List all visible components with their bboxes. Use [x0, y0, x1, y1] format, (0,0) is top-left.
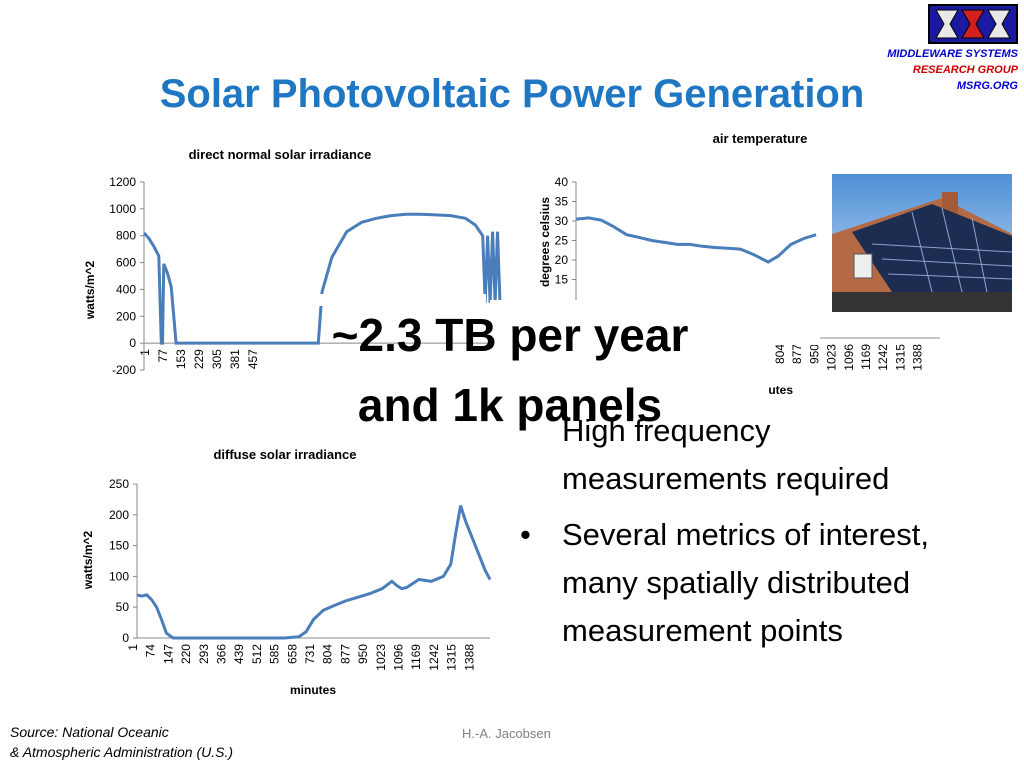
bullet-1-line-1: High frequency [562, 413, 771, 448]
x-tick-label: 950 [807, 344, 821, 364]
y-tick-label: 250 [109, 477, 129, 491]
chart2-title: air temperature [712, 131, 808, 146]
bullet-2: • Several metrics of interest, many spat… [520, 511, 1020, 655]
x-tick-label: 305 [210, 349, 224, 369]
x-tick-label: 585 [268, 644, 282, 664]
x-tick-label: 1315 [893, 344, 907, 371]
direct-irradiance-series-line [143, 212, 502, 345]
x-tick-label: 1388 [911, 344, 925, 371]
y-tick-label: 0 [129, 336, 136, 350]
x-tick-label: 1096 [392, 644, 406, 671]
x-tick-label: 457 [246, 349, 260, 369]
y-tick-label: 100 [109, 569, 129, 583]
y-tick-label: 0 [122, 631, 129, 645]
overlay-headline-line1: ~2.3 TB per year [331, 309, 689, 361]
y-tick-label: 40 [555, 175, 569, 189]
y-tick-label: 400 [116, 282, 136, 296]
x-tick-label: 658 [285, 644, 299, 664]
x-tick-label: 1 [138, 349, 152, 356]
x-tick-label: 512 [250, 644, 264, 664]
x-tick-label: 1169 [409, 644, 423, 670]
y-tick-label: 30 [555, 214, 569, 228]
y-tick-label: 800 [116, 229, 136, 243]
bullet-1: High frequency measurements required [520, 407, 1020, 505]
x-tick-label: 1023 [374, 644, 388, 671]
chart2-ylabel: degrees celsius [538, 197, 552, 287]
y-tick-label: 35 [555, 195, 569, 209]
x-tick-label: 293 [197, 644, 211, 664]
source-line2: & Atmospheric Administration (U.S.) [10, 744, 234, 760]
bullet-2-line-1: Several metrics of interest, [562, 517, 929, 552]
x-tick-label: 1023 [825, 344, 839, 371]
x-tick-label: 950 [356, 644, 370, 664]
y-tick-label: 200 [109, 508, 129, 522]
y-tick-label: 200 [116, 309, 136, 323]
msrg-logo [928, 4, 1018, 44]
x-tick-label: 147 [161, 644, 175, 664]
x-tick-label: 877 [338, 644, 352, 664]
y-tick-label: -200 [112, 363, 136, 377]
x-tick-label: 1388 [462, 644, 476, 671]
x-tick-label: 1242 [427, 644, 441, 671]
x-tick-label: 229 [192, 349, 206, 369]
chart3-xlabel: minutes [290, 683, 336, 697]
x-tick-label: 77 [156, 349, 170, 363]
x-tick-label: 1169 [859, 344, 873, 370]
x-tick-label: 1 [126, 644, 140, 651]
x-tick-label: 381 [228, 349, 242, 369]
y-tick-label: 25 [555, 234, 569, 248]
x-tick-label: 804 [321, 644, 335, 664]
bullet-1-line-2: measurements required [562, 461, 890, 496]
source-line1: Source: National Oceanic [10, 724, 169, 740]
y-tick-label: 50 [116, 600, 130, 614]
bullet-2-line-3: measurement points [562, 613, 843, 648]
x-tick-label: 1315 [445, 644, 459, 671]
x-tick-label: 804 [773, 344, 787, 364]
x-tick-label: 74 [144, 644, 158, 658]
chart1-ylabel: watts/m^2 [83, 260, 97, 320]
bullet-dot: • [520, 517, 531, 552]
y-tick-label: 15 [555, 273, 569, 287]
bullet-2-line-2: many spatially distributed [562, 565, 911, 600]
chart1-title: direct normal solar irradiance [188, 147, 372, 162]
org-name-line2: RESEARCH GROUP [912, 64, 1018, 76]
org-name-line1: MIDDLEWARE SYSTEMS [887, 48, 1018, 60]
air-temperature-series-line [576, 216, 817, 264]
y-tick-label: 20 [555, 253, 569, 267]
x-tick-label: 153 [174, 349, 188, 369]
x-tick-label: 731 [303, 644, 317, 664]
org-url: MSRG.ORG [956, 80, 1018, 92]
x-tick-label: 439 [232, 644, 246, 664]
chart3-title: diffuse solar irradiance [213, 447, 357, 462]
solar-roof-photo [832, 174, 1012, 312]
x-tick-label: 1096 [842, 344, 856, 371]
y-tick-label: 600 [116, 256, 136, 270]
diffuse-irradiance-series-line [136, 505, 492, 640]
y-tick-label: 1200 [109, 175, 136, 189]
slide-title: Solar Photovoltaic Power Generation [159, 72, 865, 116]
x-tick-label: 1242 [876, 344, 890, 371]
overlay-headline-line2: and 1k panels [357, 379, 663, 431]
chart3-ylabel: watts/m^2 [81, 530, 95, 590]
x-tick-label: 220 [179, 644, 193, 664]
y-tick-label: 1000 [109, 202, 136, 216]
x-tick-label: 366 [215, 644, 229, 664]
y-tick-label: 150 [109, 539, 129, 553]
author: H.-A. Jacobsen [462, 726, 551, 741]
x-tick-label: 877 [790, 344, 804, 364]
